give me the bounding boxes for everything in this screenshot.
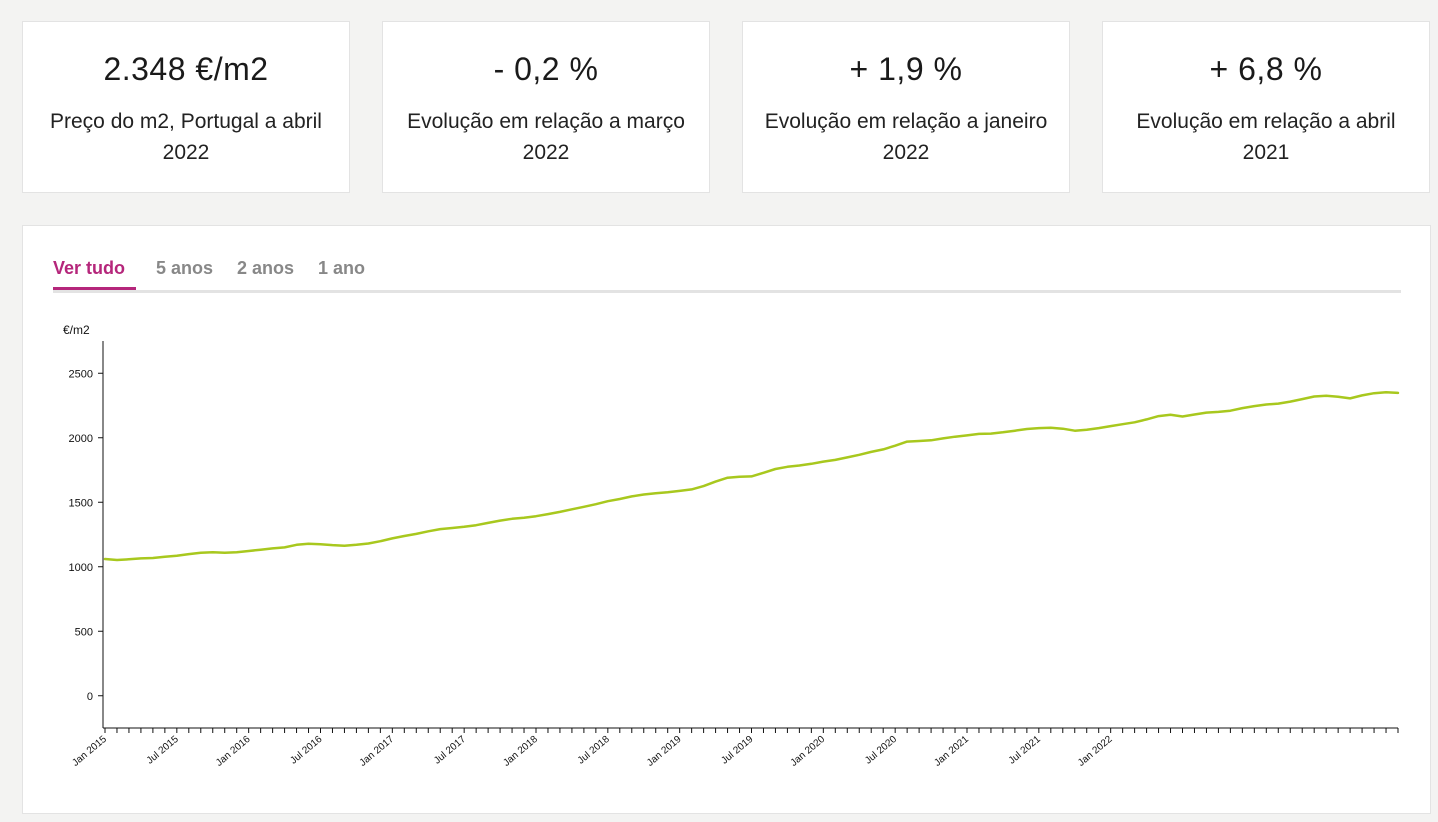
active-tab-indicator — [53, 287, 136, 290]
x-tick-label: Jul 2017 — [432, 734, 468, 767]
stat-label: Preço do m2, Portugal a abril 2022 — [50, 110, 322, 164]
x-tick-label: Jul 2021 — [1007, 734, 1043, 767]
x-tick-label: Jul 2020 — [863, 734, 899, 767]
x-tick-label: Jan 2018 — [501, 734, 540, 769]
y-tick-label: 2500 — [69, 368, 93, 380]
stat-value: 2.348 €/m2 — [103, 51, 269, 87]
x-tick-label: Jan 2021 — [932, 734, 971, 769]
x-tick-label: Jul 2019 — [719, 734, 755, 767]
y-axis-unit-label: €/m2 — [63, 323, 90, 337]
tab-1-year[interactable]: 1 ano — [318, 258, 366, 278]
x-tick-label: Jul 2015 — [145, 734, 181, 767]
y-tick-label: 500 — [75, 626, 93, 638]
stat-value: + 1,9 % — [849, 51, 963, 87]
tab-2-years[interactable]: 2 anos — [237, 258, 295, 278]
y-tick-label: 1500 — [69, 497, 93, 509]
stat-card-monthly: - 0,2 % Evolução em relação a março 2022 — [382, 21, 710, 193]
period-tabs: Ver tudo 5 anos 2 anos 1 ano — [53, 256, 1401, 293]
stat-value: - 0,2 % — [493, 51, 599, 87]
x-tick-label: Jan 2016 — [214, 734, 253, 769]
x-tick-label: Jan 2017 — [358, 734, 397, 769]
x-tick-label: Jan 2020 — [789, 734, 828, 769]
stat-value: + 6,8 % — [1209, 51, 1323, 87]
tab-all[interactable]: Ver tudo — [53, 258, 126, 278]
y-tick-label: 2000 — [69, 433, 93, 445]
chart-panel: Ver tudo 5 anos 2 anos 1 ano €/m2 0 500 10… — [22, 225, 1431, 814]
stat-label: Evolução em relação a março 2022 — [407, 110, 685, 164]
stat-label: Evolução em relação a janeiro 2022 — [764, 110, 1048, 164]
tab-5-years[interactable]: 5 anos — [156, 258, 214, 278]
price-line-chart: €/m2 0 500 1000 1500 2000 2500 Jan 2015 Jul 201… — [63, 323, 1400, 769]
stat-card-price: 2.348 €/m2 Preço do m2, Portugal a abril… — [22, 21, 350, 193]
x-tick-label: Jan 2015 — [70, 734, 109, 769]
stat-card-yearly: + 6,8 % Evolução em relação a abril 2021 — [1102, 21, 1430, 193]
x-tick-label: Jan 2019 — [645, 734, 684, 769]
x-tick-label: Jul 2016 — [288, 734, 324, 767]
stat-label: Evolução em relação a abril 2021 — [1136, 110, 1396, 164]
x-tick-label: Jan 2022 — [1076, 734, 1115, 769]
y-tick-label: 0 — [87, 691, 93, 703]
price-series-line — [103, 391, 1400, 562]
stat-card-ytd: + 1,9 % Evolução em relação a janeiro 20… — [742, 21, 1070, 193]
y-tick-label: 1000 — [69, 562, 93, 574]
x-tick-label: Jul 2018 — [576, 734, 612, 767]
